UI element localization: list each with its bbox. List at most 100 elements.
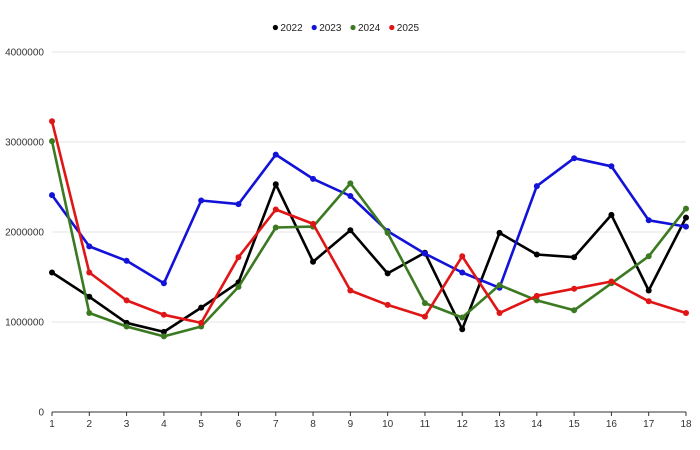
legend-item-2024: 2024 <box>350 23 381 34</box>
x-tick-label: 10 <box>382 419 394 430</box>
data-point-2024 <box>272 224 279 231</box>
x-tick-label: 3 <box>124 419 130 430</box>
data-point-2024 <box>86 310 93 316</box>
x-tick-label: 18 <box>680 419 692 430</box>
data-point-2022 <box>683 214 689 221</box>
data-point-2025 <box>235 254 242 261</box>
data-point-2025 <box>571 285 578 292</box>
y-tick-label: 2000000 <box>5 228 44 239</box>
data-point-2022 <box>272 181 279 188</box>
data-point-2025 <box>533 292 540 299</box>
legend-item-2022: 2022 <box>272 23 303 34</box>
data-point-2022 <box>347 227 354 234</box>
x-tick-label: 7 <box>273 419 279 430</box>
x-tick-label: 12 <box>457 419 469 430</box>
data-point-2024 <box>645 253 652 260</box>
data-point-2025 <box>310 220 317 227</box>
x-tick-label: 13 <box>494 419 506 430</box>
data-point-2025 <box>347 287 354 294</box>
data-point-2023 <box>533 183 540 190</box>
legend-marker <box>389 24 395 31</box>
data-point-2022 <box>160 328 167 335</box>
series-2022 <box>49 181 689 335</box>
legend-marker <box>350 24 356 31</box>
data-point-2022 <box>571 254 578 261</box>
data-point-2023 <box>608 163 615 170</box>
x-tick-label: 2 <box>87 419 93 430</box>
data-point-2022 <box>645 287 652 294</box>
data-point-2024 <box>496 282 503 289</box>
data-point-2023 <box>645 217 652 224</box>
data-point-2025 <box>384 301 391 308</box>
data-point-2023 <box>86 243 93 250</box>
x-tick-label: 16 <box>606 419 618 430</box>
chart-legend: 2022 2023 2024 2025 <box>272 23 420 34</box>
legend-marker <box>311 24 317 31</box>
series-line-2024 <box>50 139 688 338</box>
x-axis: 1 2 3 4 5 6 7 8 9 10 11 12 13 14 15 16 17 18 <box>49 412 692 430</box>
data-point-2022 <box>608 211 615 218</box>
data-point-2023 <box>123 257 130 264</box>
x-tick-label: 15 <box>569 419 581 430</box>
gridlines <box>52 51 686 413</box>
data-point-2023 <box>683 223 689 230</box>
x-tick-label: 11 <box>420 419 431 430</box>
series-layer <box>49 118 689 340</box>
data-point-2022 <box>496 229 503 236</box>
y-axis: 0 1000000 2000000 3000000 4000000 <box>5 48 44 419</box>
data-point-2024 <box>49 138 55 145</box>
legend-label: 2023 <box>319 23 342 34</box>
x-tick-label: 5 <box>198 419 204 430</box>
legend-item-2023: 2023 <box>311 23 342 34</box>
data-point-2023 <box>235 201 242 208</box>
data-point-2024 <box>571 307 578 314</box>
data-point-2024 <box>160 333 167 340</box>
data-point-2024 <box>683 205 689 212</box>
data-point-2022 <box>86 293 93 300</box>
y-tick-label: 4000000 <box>5 48 44 59</box>
data-point-2024 <box>459 314 466 321</box>
data-point-2025 <box>421 313 428 320</box>
data-point-2023 <box>160 280 167 287</box>
data-point-2025 <box>683 310 689 316</box>
legend-label: 2022 <box>280 23 303 34</box>
data-point-2022 <box>198 304 205 311</box>
series-2023 <box>49 151 689 291</box>
data-point-2025 <box>645 298 652 305</box>
data-point-2023 <box>272 151 279 158</box>
x-tick-label: 9 <box>348 419 354 430</box>
x-tick-label: 6 <box>236 419 242 430</box>
data-point-2022 <box>49 269 55 276</box>
data-point-2025 <box>608 278 615 285</box>
data-point-2023 <box>571 155 578 162</box>
x-tick-label: 14 <box>531 419 543 430</box>
data-point-2023 <box>49 192 55 199</box>
series-2025 <box>49 118 689 326</box>
series-line-2023 <box>50 153 688 290</box>
data-point-2023 <box>459 269 466 276</box>
data-point-2022 <box>384 270 391 277</box>
data-point-2024 <box>421 300 428 307</box>
data-point-2023 <box>310 175 317 182</box>
data-point-2025 <box>459 253 466 260</box>
legend-label: 2024 <box>358 23 381 34</box>
x-tick-label: 17 <box>643 419 655 430</box>
legend-label: 2025 <box>397 23 420 34</box>
y-tick-label: 0 <box>38 408 44 419</box>
x-tick-label: 8 <box>310 419 316 430</box>
data-point-2023 <box>421 250 428 257</box>
x-tick-label: 4 <box>161 419 167 430</box>
y-tick-label: 3000000 <box>5 138 44 149</box>
data-point-2022 <box>310 258 317 265</box>
data-point-2023 <box>198 197 205 204</box>
data-point-2023 <box>347 193 354 199</box>
series-2024 <box>49 138 689 340</box>
data-point-2025 <box>86 269 93 276</box>
data-point-2024 <box>123 323 130 330</box>
data-point-2025 <box>272 206 279 213</box>
data-point-2022 <box>533 251 540 258</box>
data-point-2025 <box>496 310 503 316</box>
data-point-2024 <box>384 229 391 236</box>
data-point-2025 <box>160 311 167 318</box>
